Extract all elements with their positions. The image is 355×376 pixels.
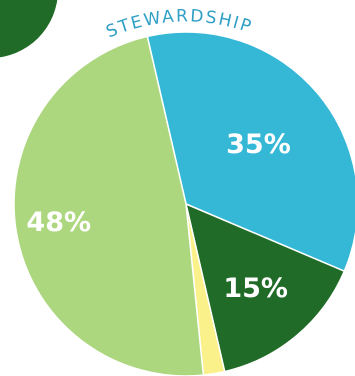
decorative-corner-circle	[0, 0, 58, 58]
pie-slices	[13, 31, 355, 376]
pie-slice-1	[184, 202, 346, 373]
pie-slice-3	[13, 35, 205, 376]
pie-slice-label-3: 48%	[26, 207, 91, 238]
pie-labels: 35% 15% 48%	[26, 129, 290, 304]
pie-slice-label-1: 15%	[223, 273, 288, 304]
pie-slice-label-0: 35%	[226, 129, 291, 160]
pie-slice-0	[146, 31, 355, 273]
